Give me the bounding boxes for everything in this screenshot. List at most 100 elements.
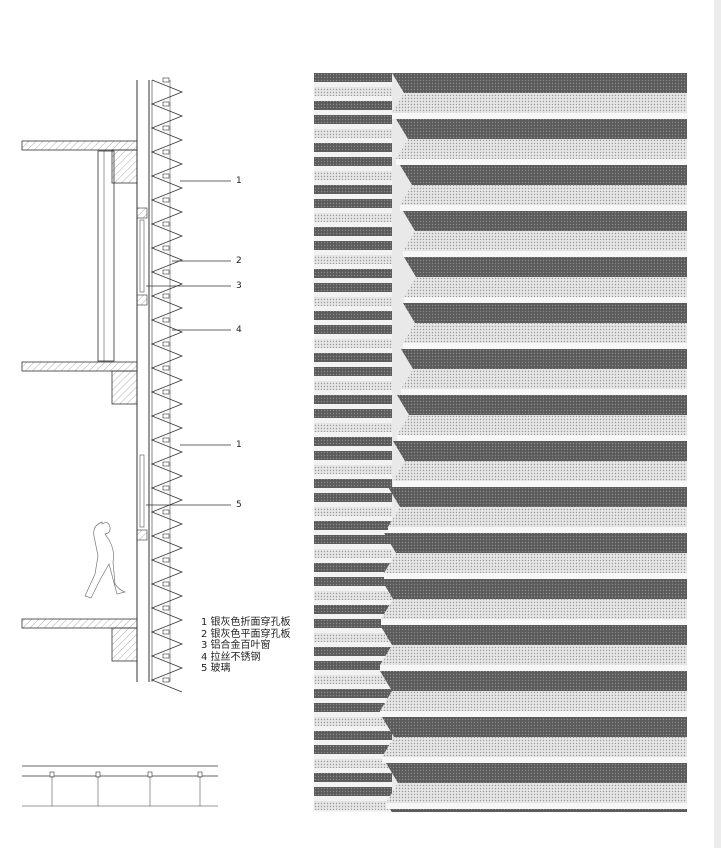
- folded-panel-top: [403, 303, 687, 323]
- panel-gap: [314, 600, 392, 605]
- panel-bracket: [162, 269, 170, 275]
- panel-gap: [314, 460, 392, 465]
- panel-gap: [314, 796, 392, 801]
- panel-gap: [314, 376, 392, 381]
- folded-panel-top: [380, 671, 687, 691]
- panel-bracket: [162, 197, 170, 203]
- panel-gap: [314, 698, 392, 703]
- flat-panel-strip: [314, 577, 392, 586]
- flat-panel-strip: [314, 507, 392, 516]
- panel-gap: [314, 474, 392, 479]
- flat-panel-strip: [314, 367, 392, 376]
- panel-gap: [403, 251, 687, 257]
- panel-gap: [314, 684, 392, 689]
- folded-panel-top: [390, 809, 687, 812]
- panel-bracket: [162, 173, 170, 179]
- panel-gap: [314, 656, 392, 661]
- panel-gap: [314, 138, 392, 143]
- panel-bracket: [162, 437, 170, 443]
- panel-bracket: [162, 221, 170, 227]
- folded-panel-bottom: [404, 277, 687, 297]
- panel-gap: [314, 348, 392, 353]
- folded-panel-bottom: [386, 783, 687, 803]
- panel-bracket: [162, 677, 170, 683]
- flat-panel-strip: [314, 255, 392, 264]
- panel-gap: [396, 159, 687, 165]
- panel-gap: [314, 166, 392, 171]
- louver-window-sill: [136, 294, 148, 306]
- folded-panel-top: [397, 395, 687, 415]
- scrollbar[interactable]: [714, 0, 721, 848]
- flat-panel-strip: [314, 73, 392, 82]
- flat-panel-strip: [314, 465, 392, 474]
- panel-gap: [314, 726, 392, 731]
- person-figure: [84, 521, 127, 599]
- panel-bracket: [162, 341, 170, 347]
- folded-panel-top: [382, 717, 687, 737]
- legend-item: 3 铝合金百叶窗: [201, 640, 271, 652]
- flat-panel-strip: [314, 549, 392, 558]
- panel-gap: [400, 205, 687, 211]
- panel-gap: [314, 754, 392, 759]
- panel-bracket: [162, 581, 170, 587]
- flat-panel-strip: [314, 703, 392, 712]
- flat-panel-strip: [314, 395, 392, 404]
- panel-gap: [314, 502, 392, 507]
- panel-gap: [380, 711, 687, 717]
- callout-number-2: 2: [236, 256, 242, 266]
- flat-panel-strip: [314, 101, 392, 110]
- flat-panel-strip: [314, 241, 392, 250]
- panel-bracket: [162, 149, 170, 155]
- panel-bracket: [162, 653, 170, 659]
- folded-panel-top: [384, 533, 687, 553]
- panel-gap: [314, 404, 392, 409]
- flat-panel-strip: [314, 353, 392, 362]
- panel-gap: [314, 390, 392, 395]
- panel-gap: [314, 712, 392, 717]
- louver-window: [139, 219, 145, 293]
- panel-bracket: [162, 101, 170, 107]
- panel-gap: [314, 194, 392, 199]
- glass-panel: [139, 454, 145, 528]
- panel-bracket: [162, 389, 170, 395]
- callout-number-5: 5: [236, 500, 242, 510]
- panel-gap: [314, 236, 392, 241]
- panel-gap: [314, 208, 392, 213]
- folded-panel-top: [380, 625, 687, 645]
- panel-gap: [380, 665, 687, 671]
- panel-gap: [382, 757, 687, 763]
- panel-gap: [404, 297, 687, 303]
- flat-panel-strip: [314, 311, 392, 320]
- panel-gap: [401, 389, 687, 395]
- folded-panel-bottom: [392, 93, 687, 113]
- folded-panel-bottom: [388, 507, 687, 527]
- folded-panel-bottom: [381, 599, 687, 619]
- flat-panel-strip: [314, 675, 392, 684]
- glass-sill: [136, 529, 148, 541]
- panel-bracket: [162, 629, 170, 635]
- panel-gap: [314, 516, 392, 521]
- panel-gap: [314, 642, 392, 647]
- panel-gap: [314, 292, 392, 297]
- panel-bracket: [162, 77, 170, 83]
- flat-panel-strip: [314, 339, 392, 348]
- facade-photo-image: [314, 73, 687, 812]
- panel-bracket: [162, 557, 170, 563]
- legend-item: 5 玻璃: [201, 663, 231, 675]
- flat-panel-strip: [314, 185, 392, 194]
- panel-bracket: [162, 605, 170, 611]
- folded-panel-bottom: [384, 553, 687, 573]
- panel-gap: [314, 278, 392, 283]
- panel-bracket: [162, 317, 170, 323]
- panel-gap: [393, 481, 687, 487]
- panel-gap: [314, 614, 392, 619]
- flat-panel-strip: [314, 689, 392, 698]
- folded-panel-top: [393, 441, 687, 461]
- legend-item: 1 银灰色折面穿孔板: [201, 617, 291, 628]
- panel-gap: [314, 586, 392, 591]
- folded-panel-top: [381, 579, 687, 599]
- flat-panel-strip: [314, 535, 392, 544]
- flat-panel-strip: [314, 283, 392, 292]
